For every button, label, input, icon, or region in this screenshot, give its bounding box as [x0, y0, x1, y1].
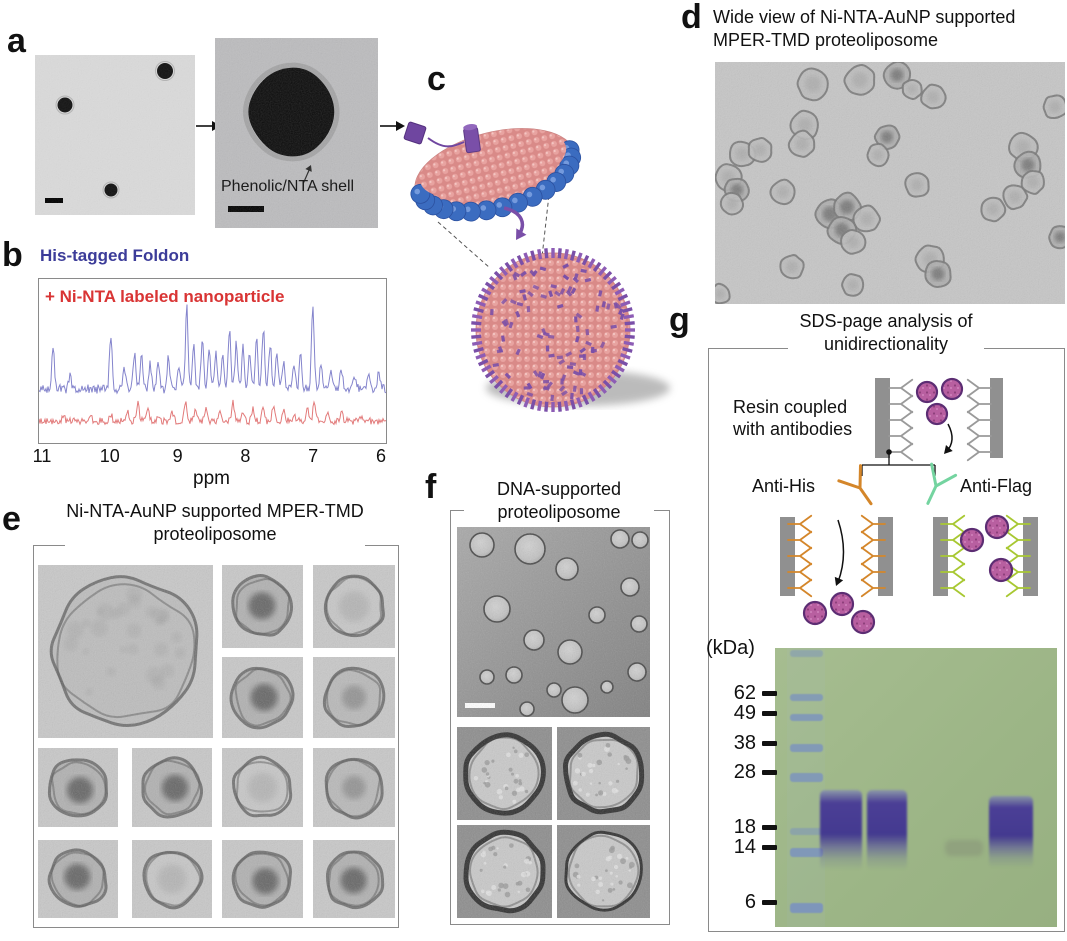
tem-proteoliposome-tile: [222, 840, 303, 918]
panel-f-title: DNA-supported proteoliposome: [464, 478, 654, 524]
gel-marker-dash: [762, 770, 777, 775]
nmr-plot: + Ni-NTA labeled nanoparticle: [38, 278, 387, 444]
antibody-resin-schematic: [708, 348, 1064, 650]
panel-f-label: f: [425, 468, 437, 506]
x-tick-label: 8: [240, 446, 251, 466]
resin-caption: Resin coupled with antibodies: [733, 397, 853, 439]
tem-coated-aunp-image: Phenolic/NTA shell: [215, 38, 378, 228]
gel-marker-label: 62: [733, 682, 756, 704]
tem-proteoliposome-tile: [132, 748, 212, 827]
tem-dna-liposome-closeup: [557, 727, 650, 820]
x-tick-label: 7: [308, 446, 319, 466]
panel-c-label: c: [427, 60, 446, 98]
x-tick-label: 9: [172, 446, 183, 466]
gel-marker-label: 49: [733, 702, 756, 724]
panel-e-label: e: [2, 500, 21, 538]
gel-marker-label: 14: [733, 836, 756, 858]
tem-proteoliposome-tile: [313, 565, 395, 648]
x-tick-label: 11: [32, 446, 52, 466]
shell-annotation: Phenolic/NTA shell: [221, 178, 355, 195]
tem-dna-liposome-closeup: [457, 825, 552, 918]
panel-a-label: a: [7, 22, 26, 60]
tem-proteoliposome-tile: [313, 657, 395, 738]
gel-marker-dash: [762, 845, 777, 850]
tem-proteoliposome-tile: [132, 840, 212, 918]
tem-proteoliposome-wide-image: [715, 62, 1065, 304]
anti-his-label: Anti-His: [752, 476, 816, 496]
panel-g-label: g: [669, 301, 690, 339]
nanodisc-liposome-schematic: [395, 75, 685, 420]
tem-dna-liposome-closeup: [557, 825, 650, 918]
panel-d-title: Wide view of Ni-NTA-AuNP supported MPER-…: [713, 7, 1016, 50]
gel-marker-dash: [762, 691, 777, 696]
tem-proteoliposome-tile: [222, 657, 303, 738]
anti-flag-label: Anti-Flag: [960, 476, 1033, 496]
flow-arrow-icon: [380, 118, 406, 134]
gel-units-label: (kDa): [706, 637, 755, 659]
tem-proteoliposome-tile: [38, 565, 213, 738]
sds-page-gel-image: [775, 648, 1057, 927]
tem-proteoliposome-tile: [222, 748, 303, 827]
gel-marker-label: 6: [744, 891, 756, 913]
tem-proteoliposome-tile: [313, 748, 395, 827]
tem-proteoliposome-tile: [313, 840, 395, 918]
panel-d-label: d: [681, 0, 702, 36]
panel-e-title: Ni-NTA-AuNP supported MPER-TMD proteolip…: [65, 500, 365, 546]
gel-marker-label: 38: [733, 732, 756, 754]
gel-marker-dash: [762, 711, 777, 716]
gel-marker-dash: [762, 741, 777, 746]
tem-dna-liposome-closeup: [457, 727, 552, 820]
tem-proteoliposome-tile: [222, 565, 303, 648]
gel-marker-dash: [762, 825, 777, 830]
nmr-x-axis-title: ppm: [193, 468, 230, 489]
x-tick-label: 10: [99, 446, 120, 466]
panel-g-title: SDS-page analysis of unidirectionality: [788, 310, 984, 356]
x-tick-label: 6: [375, 446, 386, 466]
gel-marker-label: 28: [733, 761, 756, 783]
nmr-trace1-label: His-tagged Foldon: [40, 246, 190, 265]
gel-marker-dash: [762, 900, 777, 905]
tem-bare-aunp-image: [35, 55, 195, 215]
tem-dna-liposome-wide-image: [457, 527, 650, 717]
gel-marker-label: 18: [733, 816, 756, 838]
panel-b-label: b: [2, 236, 23, 274]
tem-proteoliposome-tile: [38, 748, 118, 827]
nmr-trace2-label: + Ni-NTA labeled nanoparticle: [45, 287, 285, 306]
tem-proteoliposome-tile: [38, 840, 118, 918]
